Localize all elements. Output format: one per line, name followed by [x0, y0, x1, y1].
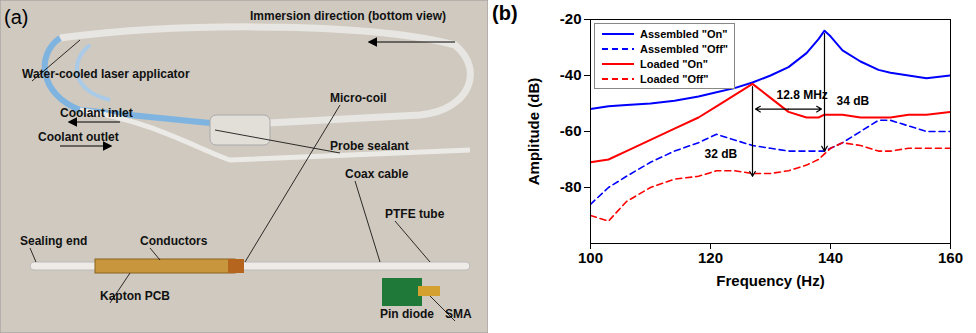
svg-text:SMA: SMA [445, 307, 472, 321]
svg-text:Conductors: Conductors [140, 234, 208, 248]
svg-text:Coolant inlet: Coolant inlet [60, 106, 133, 120]
svg-text:-40: -40 [560, 66, 582, 83]
svg-text:Water-cooled laser applicator: Water-cooled laser applicator [22, 67, 190, 81]
svg-text:Pin diode: Pin diode [380, 307, 434, 321]
svg-text:-20: -20 [560, 10, 582, 27]
html-text:Loaded "Off": Loaded "Off" [640, 72, 709, 85]
svg-text:-60: -60 [560, 122, 582, 139]
html-text:Assembled "On": Assembled "On" [640, 27, 728, 40]
svg-text:160: 160 [938, 249, 963, 266]
svg-text:100: 100 [578, 249, 603, 266]
svg-text:-80: -80 [560, 178, 582, 195]
svg-text:120: 120 [698, 249, 723, 266]
svg-text:Micro-coil: Micro-coil [330, 91, 387, 105]
svg-text:PTFE tube: PTFE tube [385, 207, 445, 221]
html-text:(b): (b) [492, 2, 518, 24]
svg-text:Probe sealant: Probe sealant [330, 139, 409, 153]
html-text:Assembled "Off": Assembled "Off" [640, 42, 729, 55]
svg-text:34 dB: 34 dB [837, 94, 870, 108]
svg-text:Kapton PCB: Kapton PCB [100, 289, 170, 303]
svg-text:Sealing end: Sealing end [20, 234, 87, 248]
svg-text:12.8 MHz: 12.8 MHz [777, 88, 828, 102]
svg-text:140: 140 [818, 249, 843, 266]
svg-text:Amplitude (dB): Amplitude (dB) [525, 78, 542, 185]
svg-text:Coax cable: Coax cable [345, 167, 409, 181]
svg-text:Immersion direction (bottom vi: Immersion direction (bottom view) [250, 9, 446, 23]
svg-text:Coolant outlet: Coolant outlet [38, 130, 119, 144]
svg-text:Frequency (Hz): Frequency (Hz) [716, 272, 824, 289]
svg-text:32 dB: 32 dB [705, 147, 738, 161]
html-text:Loaded "On": Loaded "On" [640, 57, 708, 70]
svg-text:(a): (a) [4, 6, 28, 28]
